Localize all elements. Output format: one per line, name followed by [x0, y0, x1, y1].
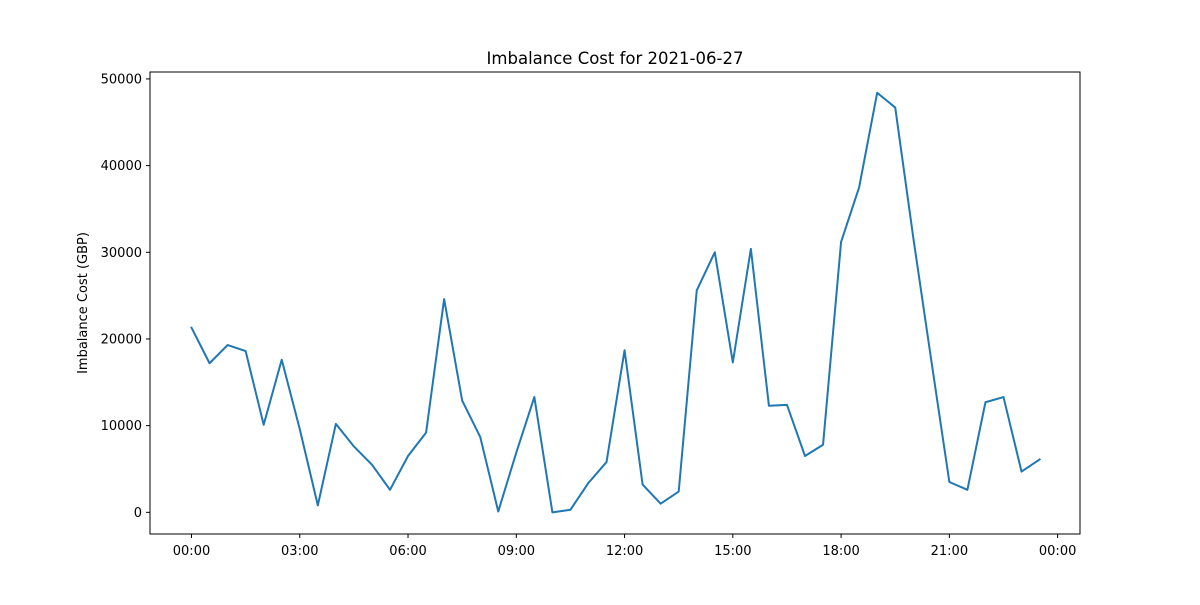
x-tick-label: 18:00	[822, 544, 859, 559]
x-axis: 00:00 03:00 06:00 09:00 12:00 15:00 18:00 21:00…	[173, 534, 1076, 559]
x-tick-label: 21:00	[931, 544, 968, 559]
y-axis: 0 10000 20000 30000 40000 50000	[101, 72, 150, 521]
chart-title: Imbalance Cost for 2021-06-27	[487, 49, 744, 68]
y-tick-label: 30000	[101, 246, 142, 261]
y-tick-label: 40000	[101, 159, 142, 174]
x-tick-label: 06:00	[389, 544, 426, 559]
plot-frame	[149, 71, 1081, 535]
y-tick-label: 20000	[101, 332, 142, 347]
y-tick-label: 50000	[101, 72, 142, 87]
x-tick-label: 09:00	[498, 544, 535, 559]
x-tick-label: 00:00	[173, 544, 210, 559]
x-tick-label: 03:00	[281, 544, 318, 559]
plot-area	[150, 72, 1080, 534]
y-axis-label: Imbalance Cost (GBP)	[76, 232, 91, 374]
x-tick-label: 00:00	[1039, 544, 1076, 559]
x-tick-label: 12:00	[606, 544, 643, 559]
series-line	[190, 91, 1041, 514]
y-tick-label: 10000	[101, 419, 142, 434]
x-tick-label: 15:00	[714, 544, 751, 559]
y-tick-label: 0	[134, 506, 142, 521]
series-layer	[190, 91, 1041, 514]
